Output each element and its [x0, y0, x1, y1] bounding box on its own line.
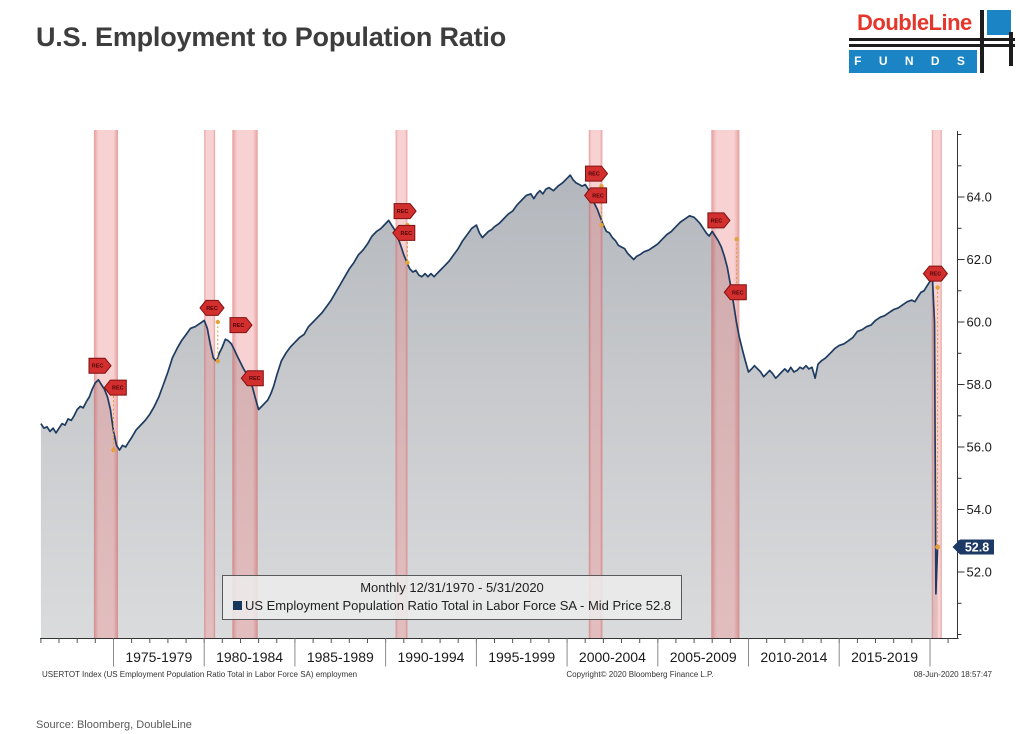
last-price-dot — [935, 544, 941, 550]
annotation-anchor-dot — [734, 237, 739, 242]
y-tick-label: 58.0 — [967, 377, 992, 392]
recession-marker-label: REC — [397, 209, 409, 215]
annotation-anchor-dot — [405, 260, 410, 265]
logo-rule-bottom — [849, 44, 1015, 47]
recession-marker — [922, 265, 949, 282]
annotation-anchor-dot — [215, 358, 220, 364]
annotation-anchor-dot — [599, 222, 604, 228]
recession-band — [931, 130, 942, 639]
legend-period: Monthly 12/31/1970 - 5/31/2020 — [360, 580, 544, 595]
recession-marker — [240, 370, 264, 387]
y-tick-label: 64.0 — [967, 190, 992, 205]
recession-band — [204, 130, 216, 639]
logo-funds-bar: F U N D S — [849, 50, 977, 73]
series-line — [40, 174, 939, 595]
annotation-anchor-dot — [111, 447, 116, 453]
logo-cross-vertical-2 — [1009, 32, 1013, 66]
recession-marker — [583, 187, 608, 204]
x-group-label: 2015-2019 — [851, 649, 918, 665]
page-title: U.S. Employment to Population Ratio — [36, 22, 507, 52]
y-tick-label: 56.0 — [967, 440, 992, 455]
recession-band — [395, 130, 408, 639]
recession-marker — [103, 379, 127, 396]
recession-marker-label: REC — [206, 306, 218, 312]
recession-marker-label: REC — [112, 386, 124, 392]
footnote-copyright: Copyright© 2020 Bloomberg Finance L.P. — [566, 670, 714, 679]
x-group-label: 2010-2014 — [760, 649, 827, 665]
footnote-timestamp: 08-Jun-2020 18:57:47 — [913, 670, 992, 679]
recession-marker-label: REC — [588, 172, 600, 178]
legend-swatch — [232, 601, 242, 610]
doubleline-funds-logo: DoubleLine F U N D S — [849, 10, 1015, 73]
last-price-badge-label: 52.8 — [965, 541, 989, 555]
x-group-label: 1980-1984 — [216, 649, 283, 665]
annotation-anchor-dot — [215, 319, 220, 325]
logo-cross-vertical — [980, 10, 984, 73]
x-group-label: 2000-2004 — [579, 649, 646, 665]
legend-series: US Employment Population Ratio Total in … — [223, 597, 681, 615]
x-group-label: 1990-1994 — [398, 649, 465, 665]
legend-series-label: US Employment Population Ratio Total in … — [244, 598, 672, 613]
series-area — [40, 175, 938, 639]
recession-marker-label: REC — [249, 376, 261, 382]
recession-marker — [392, 224, 416, 241]
annotation-anchor-dot — [599, 183, 604, 189]
logo-rule-top — [849, 38, 1015, 41]
x-group-label: 1995-1999 — [488, 649, 555, 665]
recession-marker — [229, 317, 253, 334]
recession-marker-label: REC — [400, 231, 412, 237]
recession-marker-label: REC — [233, 323, 245, 329]
recession-marker — [723, 284, 747, 301]
recession-marker — [585, 165, 609, 182]
recession-marker-label: REC — [592, 193, 604, 199]
recession-marker — [199, 299, 225, 316]
annotation-anchor-dot — [935, 285, 940, 290]
y-tick-label: 62.0 — [967, 252, 992, 267]
recession-marker-label: REC — [732, 290, 744, 296]
recession-marker — [393, 203, 417, 220]
x-group-label: 1975-1979 — [125, 649, 192, 665]
y-tick-label: 60.0 — [967, 315, 992, 330]
recession-marker-label: REC — [92, 364, 104, 370]
x-group-label: 1985-1989 — [307, 649, 374, 665]
source-note: Source: Bloomberg, DoubleLine — [36, 719, 192, 731]
logo-wordmark: DoubleLine — [857, 10, 972, 35]
y-tick-label: 54.0 — [967, 502, 992, 517]
last-price-badge — [952, 539, 994, 555]
recession-marker — [88, 357, 112, 374]
logo-blue-square — [987, 10, 1011, 35]
recession-band — [588, 130, 603, 639]
x-group-label: 2005-2009 — [670, 649, 737, 665]
chart-legend: Monthly 12/31/1970 - 5/31/2020 US Employ… — [222, 575, 682, 620]
recession-band — [711, 130, 740, 639]
y-tick-label: 52.0 — [967, 565, 992, 580]
recession-marker-label: REC — [930, 272, 942, 278]
recession-marker — [707, 212, 731, 229]
footnote-ticker: USERTOT Index (US Employment Population … — [42, 670, 358, 679]
recession-marker-label: REC — [711, 218, 723, 224]
